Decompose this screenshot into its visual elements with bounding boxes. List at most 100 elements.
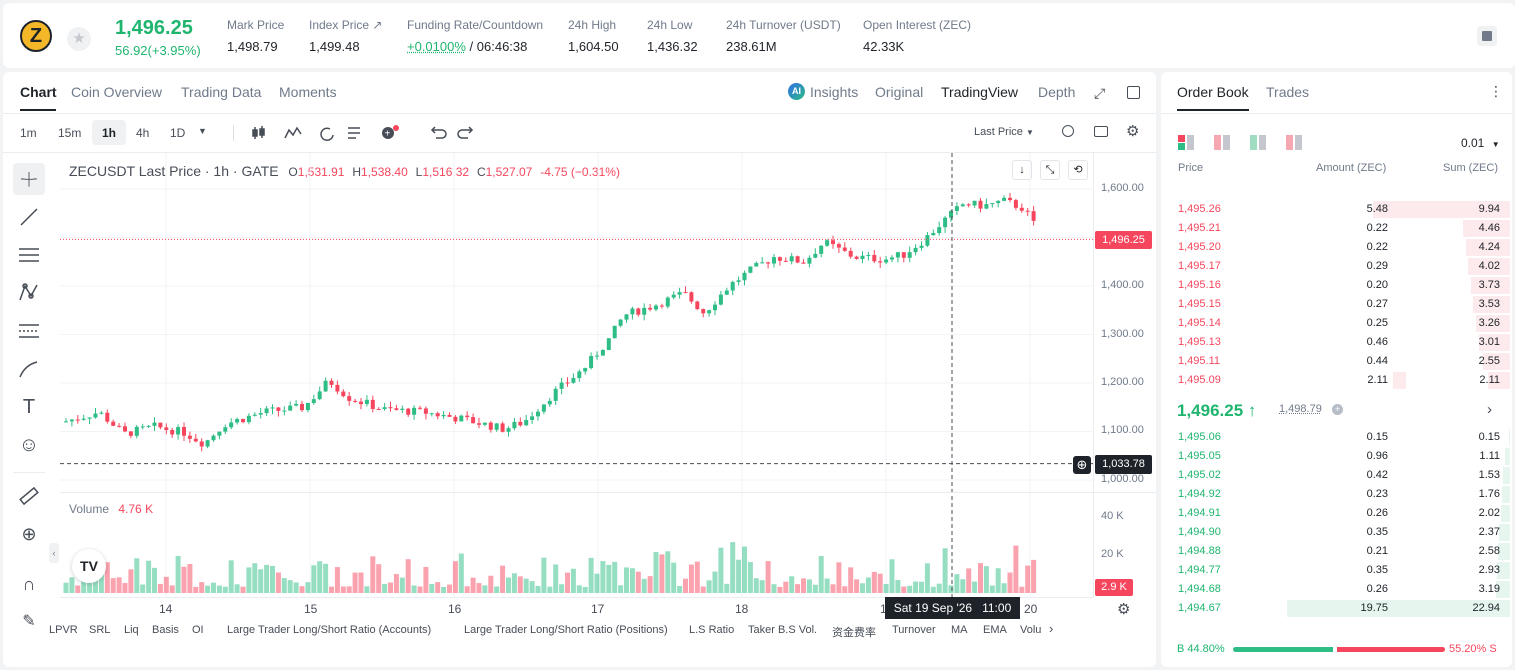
- tab-coin-overview[interactable]: Coin Overview: [71, 84, 163, 100]
- pattern-icon[interactable]: [13, 277, 45, 309]
- tab-trades[interactable]: Trades: [1266, 84, 1310, 100]
- indicator-tab[interactable]: Volu: [1020, 624, 1042, 636]
- book-view-icons[interactable]: [1178, 134, 1308, 152]
- bid-row[interactable]: 1,495.06 0.15 0.15: [1178, 428, 1510, 447]
- bid-row[interactable]: 1,494.77 0.35 2.93: [1178, 561, 1510, 580]
- candle-body: [311, 399, 316, 403]
- tab-moments[interactable]: Moments: [279, 84, 337, 100]
- horizontal-lines-icon[interactable]: [13, 239, 45, 271]
- indicator-tab[interactable]: 资金费率: [832, 627, 876, 639]
- indicator-tab[interactable]: L.S Ratio: [689, 624, 735, 636]
- indicator-tab[interactable]: LPVR: [49, 624, 78, 636]
- bid-row[interactable]: 1,494.92 0.23 1.76: [1178, 485, 1510, 504]
- scroll-down-icon[interactable]: ↓: [1012, 160, 1032, 180]
- ask-row[interactable]: 1,495.14 0.25 3.26: [1178, 314, 1510, 333]
- ask-row[interactable]: 1,495.16 0.20 3.73: [1178, 276, 1510, 295]
- ask-row[interactable]: 1,495.15 0.27 3.53: [1178, 295, 1510, 314]
- ask-row[interactable]: 1,495.11 0.44 2.55: [1178, 352, 1510, 371]
- ask-row[interactable]: 1,495.20 0.22 4.24: [1178, 238, 1510, 257]
- tab-trading-data[interactable]: Trading Data: [181, 84, 262, 100]
- interval-1h[interactable]: 1h: [102, 126, 117, 140]
- camera-icon[interactable]: [1094, 126, 1108, 137]
- tab-depth[interactable]: Depth: [1038, 84, 1076, 100]
- volume-bar: [641, 578, 647, 593]
- candle-body: [966, 204, 971, 206]
- fib-icon[interactable]: [13, 315, 45, 347]
- interval-dropdown-icon[interactable]: ▼: [198, 126, 207, 136]
- indicator-tab[interactable]: Large Trader Long/Short Ratio (Accounts): [227, 624, 432, 636]
- pencil-icon[interactable]: ✎: [22, 613, 36, 630]
- indicator-tab[interactable]: Liq: [124, 624, 139, 636]
- candle-body: [760, 262, 765, 264]
- indicator-tab[interactable]: EMA: [983, 624, 1007, 636]
- trendline-icon[interactable]: [13, 201, 45, 233]
- collapse-toolbar-icon[interactable]: ‹: [49, 543, 59, 563]
- row-sum: 1.53: [1478, 469, 1500, 481]
- ask-row[interactable]: 1,495.26 5.48 9.94: [1178, 200, 1510, 219]
- ask-row[interactable]: 1,495.21 0.22 4.46: [1178, 219, 1510, 238]
- interval-1d[interactable]: 1D: [170, 126, 186, 140]
- tab-chart[interactable]: Chart: [20, 84, 57, 100]
- ask-row[interactable]: 1,495.09 2.11 2.11: [1178, 371, 1510, 390]
- price-source-select[interactable]: Last Price ▼: [974, 126, 1034, 138]
- window-icon[interactable]: [1127, 86, 1140, 99]
- indicator-tab[interactable]: OI: [192, 624, 204, 636]
- mark-info-icon[interactable]: +: [1332, 404, 1343, 415]
- indicator-tab[interactable]: Turnover: [892, 624, 936, 636]
- magnet-icon[interactable]: ∩: [22, 573, 36, 594]
- volume-bar: [854, 579, 860, 593]
- more-icon[interactable]: ⋮: [1489, 83, 1503, 99]
- funding-rate-value[interactable]: +0.0100%: [407, 39, 466, 54]
- interval-15m[interactable]: 15m: [58, 126, 82, 140]
- book-icon[interactable]: [1477, 26, 1497, 46]
- bid-row[interactable]: 1,494.67 19.75 22.94: [1178, 599, 1510, 618]
- text-icon[interactable]: T: [22, 395, 36, 418]
- volume-bar: [494, 586, 500, 593]
- zoom-icon[interactable]: ⊕: [21, 523, 37, 544]
- crosshair-icon[interactable]: ╶┼╴: [13, 163, 45, 195]
- interval-1m[interactable]: 1m: [20, 126, 37, 140]
- indicator-tab[interactable]: Large Trader Long/Short Ratio (Positions…: [464, 624, 668, 636]
- row-price: 1,495.17: [1178, 260, 1221, 272]
- indicator-next-icon[interactable]: ›: [1049, 621, 1054, 636]
- candle-body: [530, 416, 535, 421]
- chevron-right-icon[interactable]: ›: [1487, 401, 1492, 418]
- settings-icon[interactable]: ⚙: [1117, 601, 1131, 618]
- tab-insights[interactable]: Insights: [810, 84, 859, 100]
- bid-row[interactable]: 1,495.02 0.42 1.53: [1178, 466, 1510, 485]
- fullscreen-icon[interactable]: ⤡: [1040, 160, 1060, 180]
- tab-order-book[interactable]: Order Book: [1177, 84, 1249, 100]
- row-sum: 1.11: [1479, 450, 1500, 462]
- row-amount: 0.22: [1366, 241, 1388, 253]
- tradingview-logo-icon[interactable]: TV: [72, 549, 106, 583]
- bid-row[interactable]: 1,494.91 0.26 2.02: [1178, 504, 1510, 523]
- add-alert-icon[interactable]: ⊕: [1073, 456, 1091, 474]
- interval-4h[interactable]: 4h: [136, 126, 150, 140]
- indicator-tab[interactable]: MA: [951, 624, 968, 636]
- tick-size-select[interactable]: 0.01 ▼: [1461, 136, 1500, 150]
- volume-bar: [795, 584, 801, 593]
- indicator-tab[interactable]: Basis: [152, 624, 179, 636]
- bid-row[interactable]: 1,494.90 0.35 2.37: [1178, 523, 1510, 542]
- bid-row[interactable]: 1,494.88 0.21 2.58: [1178, 542, 1510, 561]
- ask-row[interactable]: 1,495.13 0.46 3.01: [1178, 333, 1510, 352]
- emoji-icon[interactable]: ☺: [18, 433, 40, 456]
- bid-row[interactable]: 1,494.68 0.26 3.19: [1178, 580, 1510, 599]
- indicator-tab[interactable]: Taker B.S Vol.: [748, 624, 818, 636]
- ruler-icon[interactable]: [13, 480, 45, 512]
- stat-index-price[interactable]: Index Price ↗ 1,499.48: [309, 18, 383, 54]
- indicator-tab[interactable]: SRL: [89, 624, 111, 636]
- candlestick-chart[interactable]: [60, 153, 1093, 597]
- bid-row[interactable]: 1,495.05 0.96 1.11: [1178, 447, 1510, 466]
- search-icon[interactable]: [1062, 125, 1074, 137]
- tab-tradingview[interactable]: TradingView: [941, 84, 1019, 100]
- favorite-star-icon[interactable]: ★: [67, 27, 91, 51]
- volume-bar: [1013, 545, 1019, 593]
- brush-icon[interactable]: [13, 353, 45, 385]
- reset-icon[interactable]: ⟲: [1068, 160, 1088, 180]
- tab-original[interactable]: Original: [875, 84, 924, 100]
- candle-body: [536, 411, 540, 417]
- settings-gear-icon[interactable]: ⚙: [1126, 123, 1140, 140]
- expand-icon[interactable]: ⤢: [1094, 85, 1106, 101]
- ask-row[interactable]: 1,495.17 0.29 4.02: [1178, 257, 1510, 276]
